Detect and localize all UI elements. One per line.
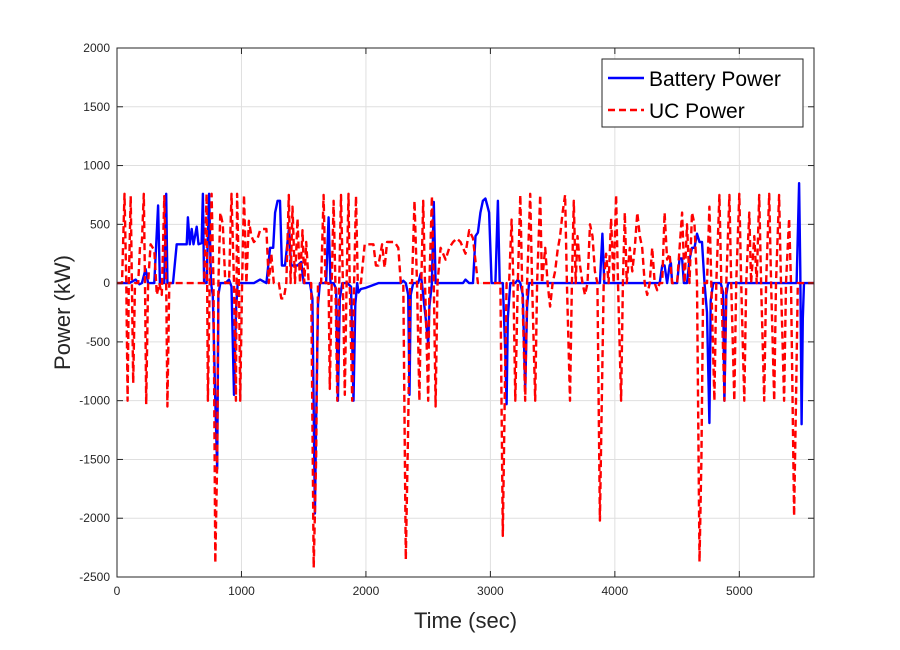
y-tick-label: -2500 [79,570,110,584]
x-tick-label: 1000 [228,584,255,598]
x-tick-label: 5000 [726,584,753,598]
x-tick-label: 0 [114,584,121,598]
legend-box [601,58,804,128]
x-tick-label: 4000 [602,584,629,598]
y-tick-label: 0 [103,276,110,290]
uc-power-series-line [117,192,814,569]
x-tick-label: 2000 [353,584,380,598]
y-tick-label: 1500 [83,100,110,114]
legend-label: UC Power [649,100,745,123]
plot-frame [116,47,815,578]
x-axis-ticks: 0 1000 2000 3000 4000 5000 [114,48,753,598]
y-tick-label: 2000 [83,41,110,55]
y-axis-title: Power (kW) [50,255,75,370]
y-tick-label: -1500 [79,452,110,466]
legend-label: Battery Power [649,68,781,91]
x-tick-label: 3000 [477,584,504,598]
series-layer [117,182,814,569]
legend: Battery Power UC Power [601,58,804,128]
x-axis-title: Time (sec) [414,608,517,633]
y-tick-label: -500 [86,335,110,349]
y-tick-label: 500 [90,217,110,231]
y-tick-label: -1000 [79,394,110,408]
y-axis-ticks: 2000 1500 1000 500 0 -500 -1000 -1500 -2000 -2500 [79,41,814,584]
y-tick-label: 1000 [83,159,110,173]
y-tick-label: -2000 [79,511,110,525]
